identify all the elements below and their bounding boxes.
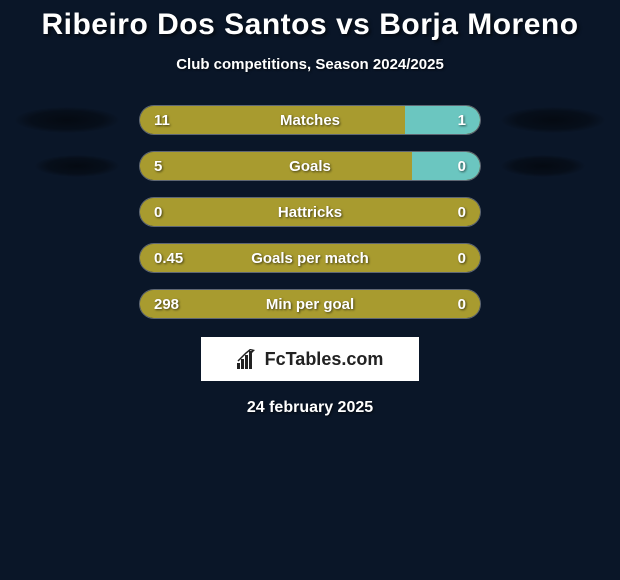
stat-bar: 5Goals0 — [139, 151, 481, 181]
shadow-placeholder — [501, 291, 605, 317]
bar-content: 11Matches1 — [140, 106, 480, 134]
stat-row: 11Matches1 — [0, 105, 620, 135]
stat-bar: 0.45Goals per match0 — [139, 243, 481, 273]
stat-left-value: 11 — [154, 112, 188, 129]
stat-label: Matches — [188, 112, 432, 129]
stat-right-value: 0 — [432, 250, 466, 267]
player-shadow-left — [15, 107, 119, 133]
stat-label: Min per goal — [188, 296, 432, 313]
infographic-root: Ribeiro Dos Santos vs Borja Moreno Club … — [0, 0, 620, 417]
shadow-placeholder — [501, 199, 605, 225]
bar-content: 5Goals0 — [140, 152, 480, 180]
stat-right-value: 0 — [432, 296, 466, 313]
stat-row: 0Hattricks0 — [0, 197, 620, 227]
stat-row: 298Min per goal0 — [0, 289, 620, 319]
shadow-placeholder — [15, 199, 119, 225]
player-shadow-left — [35, 155, 119, 177]
date-label: 24 february 2025 — [247, 399, 373, 417]
stat-label: Goals — [188, 158, 432, 175]
stat-label: Hattricks — [188, 204, 432, 221]
page-title: Ribeiro Dos Santos vs Borja Moreno — [41, 8, 578, 42]
bar-content: 0Hattricks0 — [140, 198, 480, 226]
player-shadow-right — [501, 107, 605, 133]
bar-content: 298Min per goal0 — [140, 290, 480, 318]
stat-left-value: 298 — [154, 296, 188, 313]
player-shadow-right — [501, 155, 585, 177]
bar-chart-icon — [237, 349, 259, 369]
logo-text: FcTables.com — [265, 349, 384, 370]
stats-area: 11Matches15Goals00Hattricks00.45Goals pe… — [0, 105, 620, 319]
stat-right-value: 0 — [432, 204, 466, 221]
stat-right-value: 1 — [432, 112, 466, 129]
shadow-placeholder — [15, 245, 119, 271]
stat-right-value: 0 — [432, 158, 466, 175]
bar-content: 0.45Goals per match0 — [140, 244, 480, 272]
stat-left-value: 0.45 — [154, 250, 188, 267]
stat-row: 5Goals0 — [0, 151, 620, 181]
stat-bar: 11Matches1 — [139, 105, 481, 135]
stat-left-value: 5 — [154, 158, 188, 175]
logo-box: FcTables.com — [201, 337, 419, 381]
shadow-placeholder — [15, 291, 119, 317]
stat-left-value: 0 — [154, 204, 188, 221]
stat-label: Goals per match — [188, 250, 432, 267]
stat-row: 0.45Goals per match0 — [0, 243, 620, 273]
page-subtitle: Club competitions, Season 2024/2025 — [176, 56, 444, 73]
shadow-placeholder — [501, 245, 605, 271]
stat-bar: 0Hattricks0 — [139, 197, 481, 227]
stat-bar: 298Min per goal0 — [139, 289, 481, 319]
